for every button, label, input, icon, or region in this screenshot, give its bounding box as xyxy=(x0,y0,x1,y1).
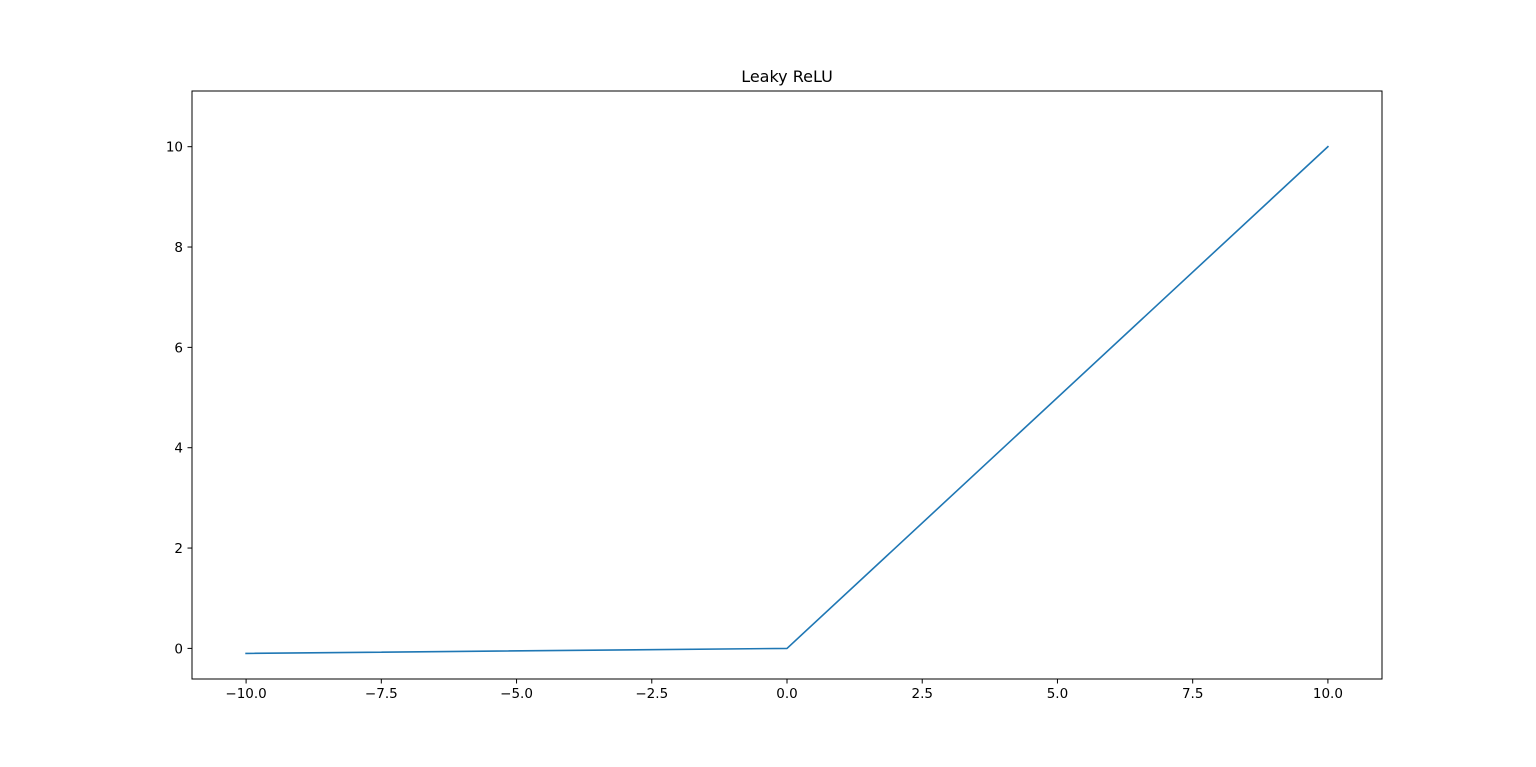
x-tick-label: −10.0 xyxy=(225,686,266,702)
y-tick-label: 6 xyxy=(174,340,183,356)
y-tick-label: 2 xyxy=(174,541,183,557)
y-tick-label: 4 xyxy=(174,441,183,457)
y-tick-label: 10 xyxy=(166,140,183,156)
x-tick-label: 7.5 xyxy=(1182,686,1203,702)
series-line xyxy=(245,145,1330,655)
plot-area xyxy=(245,145,1330,655)
x-tick-label: −5.0 xyxy=(500,686,533,702)
y-tick-label: 0 xyxy=(174,641,183,657)
x-tick-label: 10.0 xyxy=(1313,686,1343,702)
x-tick-label: −7.5 xyxy=(365,686,398,702)
y-axis: 0 2 4 6 8 10 xyxy=(166,140,192,657)
x-tick-label: −2.5 xyxy=(635,686,668,702)
y-tick-label: 8 xyxy=(174,240,183,256)
x-tick-label: 0.0 xyxy=(776,686,797,702)
x-tick-label: 2.5 xyxy=(911,686,932,702)
chart-title: Leaky ReLU xyxy=(741,67,833,86)
x-axis: −10.0 −7.5 −5.0 −2.5 0.0 2.5 5.0 7.5 10.0 xyxy=(225,679,1343,702)
x-tick-label: 5.0 xyxy=(1047,686,1068,702)
